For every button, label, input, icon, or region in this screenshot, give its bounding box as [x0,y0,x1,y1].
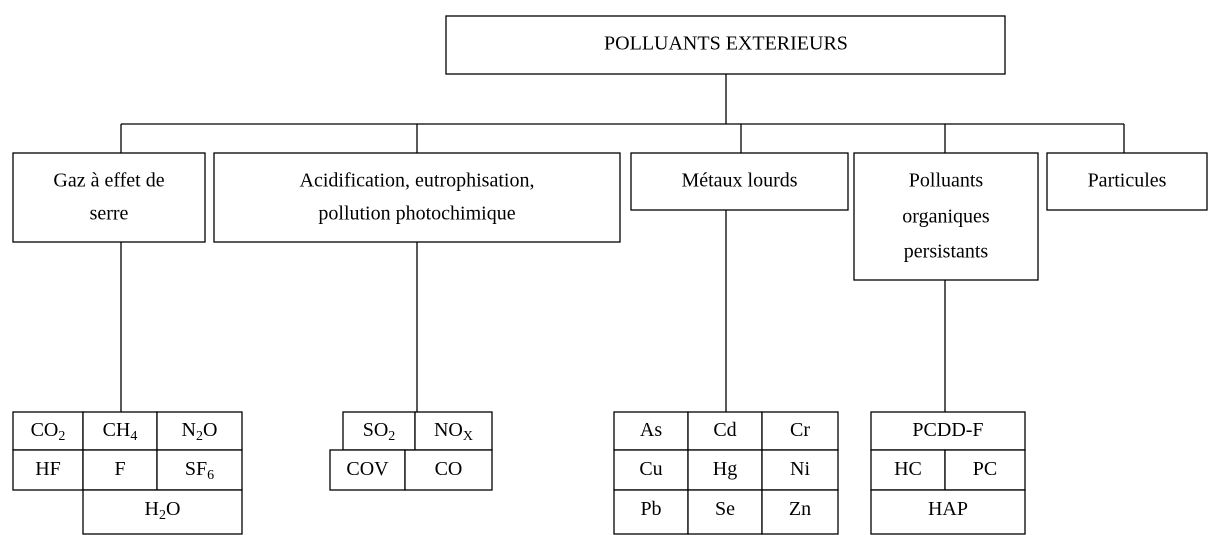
cell-label: PC [973,458,997,480]
cell-label: CO2 [31,419,66,445]
cell-label: N2O [182,419,218,445]
formula-text: Cr [790,419,810,441]
subscript: 2 [58,429,65,444]
cell-box [870,411,1026,451]
cell-label: Hg [713,458,737,480]
formula-text: PCDD-F [912,419,983,441]
cell-box [761,449,839,491]
subscript: 6 [207,468,214,483]
cell-box [944,449,1026,491]
category-box [12,152,206,243]
formula-text: HF [35,458,61,480]
root-box [445,15,1006,75]
cell-label: HF [35,458,61,480]
cell-label: SF6 [185,458,214,484]
category-label: pollution photochimique [318,203,515,225]
cell-box [687,489,763,535]
formula-text: COV [346,458,389,480]
category-box [853,152,1039,281]
category-label: Acidification, eutrophisation, [300,170,535,192]
category-label: organiques [902,206,990,228]
formula-text: PC [973,458,997,480]
cell-box [761,411,839,451]
category-box [213,152,621,243]
cell-box [82,449,158,491]
cell-box [870,449,946,491]
formula-text: HC [894,458,922,480]
cell-box [870,489,1026,535]
formula-text: Cu [639,458,662,480]
cell-label: HC [894,458,922,480]
cell-box [156,411,243,451]
formula-text: Cd [713,419,736,441]
cell-label: HAP [928,498,968,520]
cell-box [613,489,689,535]
cell-label: Ni [790,458,810,480]
cell-box [404,449,493,491]
category-box [1046,152,1208,211]
formula-text: SF [185,458,207,480]
formula-text: CO [31,419,59,441]
category-label: Polluants [909,170,984,192]
cell-label: Pb [640,498,661,520]
cell-box [687,411,763,451]
category-label: serre [90,203,129,225]
cell-label: COV [346,458,389,480]
cell-label: Cu [639,458,662,480]
formula-text: Ni [790,458,810,480]
cell-box [156,449,243,491]
formula-text: Zn [789,498,811,520]
formula-text: H [145,498,159,520]
cell-box [414,411,493,451]
cell-label: Zn [789,498,811,520]
cell-label: As [640,419,662,441]
cell-label: NOX [434,419,473,445]
subscript: 4 [130,429,137,444]
cell-box [761,489,839,535]
cell-label: Se [715,498,735,520]
formula-text: F [114,458,125,480]
formula-text: O [203,419,217,441]
category-label: Particules [1088,170,1167,192]
cell-label: F [114,458,125,480]
formula-text: As [640,419,662,441]
formula-text: O [166,498,180,520]
cell-label: CH4 [103,419,138,445]
category-label: Métaux lourds [681,170,797,192]
cell-box [82,489,243,535]
cell-label: CO [435,458,463,480]
cell-label: Cr [790,419,810,441]
category-label: persistants [904,241,989,263]
subscript: 2 [196,429,203,444]
formula-text: CO [435,458,463,480]
cell-label: Cd [713,419,736,441]
formula-text: Se [715,498,735,520]
formula-text: CH [103,419,131,441]
subscript: 2 [159,508,166,523]
root-label: POLLUANTS EXTERIEURS [604,33,848,55]
subscript: X [463,429,473,444]
cell-box [613,411,689,451]
formula-text: N [182,419,196,441]
formula-text: Hg [713,458,737,480]
formula-text: NO [434,419,463,441]
cell-label: H2O [145,498,181,524]
subscript: 2 [388,429,395,444]
cell-label: SO2 [363,419,396,445]
cell-label: PCDD-F [912,419,983,441]
formula-text: Pb [640,498,661,520]
category-label: Gaz à effet de [53,170,164,192]
formula-text: SO [363,419,389,441]
category-box [630,152,849,211]
formula-text: HAP [928,498,968,520]
